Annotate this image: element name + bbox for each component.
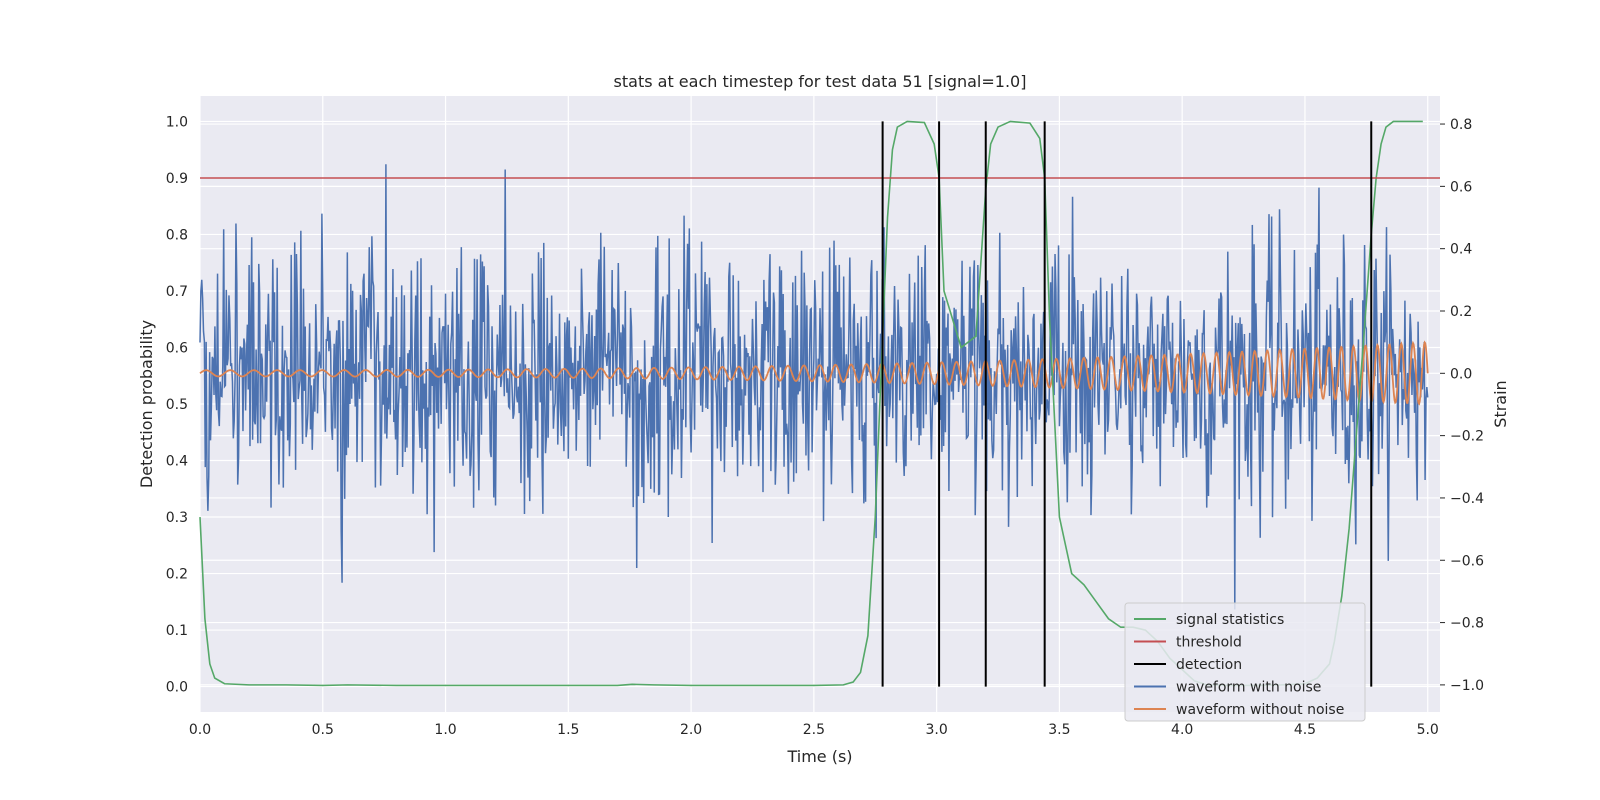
y-ticks: 0.0 0.1 0.2 0.3 0.4 0.5 0.6 0.7 0.8 0.9 1.0 <box>166 114 188 695</box>
y2-ticks: −1.0 −0.8 −0.6 −0.4 −0.2 0.0 0.2 0.4 0.6 0.8 <box>1440 117 1484 694</box>
y-axis-label: Detection probability <box>137 320 156 488</box>
y2-tick-label: 0.0 <box>1450 366 1472 382</box>
y-tick-label: 0.0 <box>166 680 188 696</box>
y-tick-label: 0.3 <box>166 510 188 526</box>
y-tick-label: 0.6 <box>166 340 188 356</box>
x-tick-label: 1.5 <box>557 722 579 738</box>
y2-tick-label: 0.2 <box>1450 304 1472 320</box>
x-tick-label: 4.5 <box>1294 722 1316 738</box>
y2-tick-label: 0.8 <box>1450 117 1472 133</box>
waveform-without-noise-line <box>199 340 1429 406</box>
waveform-with-noise-line <box>199 164 1429 610</box>
legend-label: threshold <box>1176 635 1242 651</box>
waveform-with-noise-series <box>199 164 1429 610</box>
y-tick-label: 0.4 <box>166 454 188 470</box>
y2-axis-label: Strain <box>1491 380 1510 427</box>
detection-series <box>881 121 1373 687</box>
x-tick-label: 0.0 <box>189 722 211 738</box>
x-tick-label: 2.5 <box>803 722 825 738</box>
x-tick-label: 3.0 <box>926 722 948 738</box>
x-tick-label: 1.0 <box>434 722 456 738</box>
x-axis-label: Time (s) <box>786 747 852 766</box>
legend-label: detection <box>1176 657 1242 673</box>
grid <box>199 96 1440 712</box>
y-tick-label: 1.0 <box>166 114 188 130</box>
y-tick-label: 0.2 <box>166 567 188 583</box>
chart-title: stats at each timestep for test data 51 … <box>614 72 1027 91</box>
x-tick-label: 2.0 <box>680 722 702 738</box>
y2-tick-label: −0.4 <box>1450 491 1484 507</box>
y2-tick-label: −1.0 <box>1450 678 1484 694</box>
y2-tick-label: −0.8 <box>1450 616 1484 632</box>
y-tick-label: 0.7 <box>166 284 188 300</box>
legend-box <box>1124 602 1366 722</box>
x-tick-label: 3.5 <box>1048 722 1070 738</box>
legend-label: waveform without noise <box>1176 702 1344 718</box>
y2-tick-label: 0.4 <box>1450 242 1472 258</box>
y-tick-label: 0.5 <box>166 397 188 413</box>
legend: signal statistics threshold detection wavef… <box>1124 602 1366 722</box>
y-tick-label: 0.8 <box>166 227 188 243</box>
y2-tick-label: −0.2 <box>1450 429 1484 445</box>
y-tick-label: 0.9 <box>166 171 188 187</box>
waveform-without-noise-series <box>199 340 1429 406</box>
y2-tick-label: −0.6 <box>1450 553 1484 569</box>
x-tick-label: 5.0 <box>1417 722 1439 738</box>
y-tick-label: 0.1 <box>166 623 188 639</box>
x-tick-label: 0.5 <box>312 722 334 738</box>
legend-label: signal statistics <box>1176 612 1284 628</box>
x-tick-label: 4.0 <box>1171 722 1193 738</box>
legend-label: waveform with noise <box>1176 680 1321 696</box>
x-ticks: 0.0 0.5 1.0 1.5 2.0 2.5 3.0 3.5 4.0 4.5 5.0 <box>189 722 1439 738</box>
y2-tick-label: 0.6 <box>1450 179 1472 195</box>
